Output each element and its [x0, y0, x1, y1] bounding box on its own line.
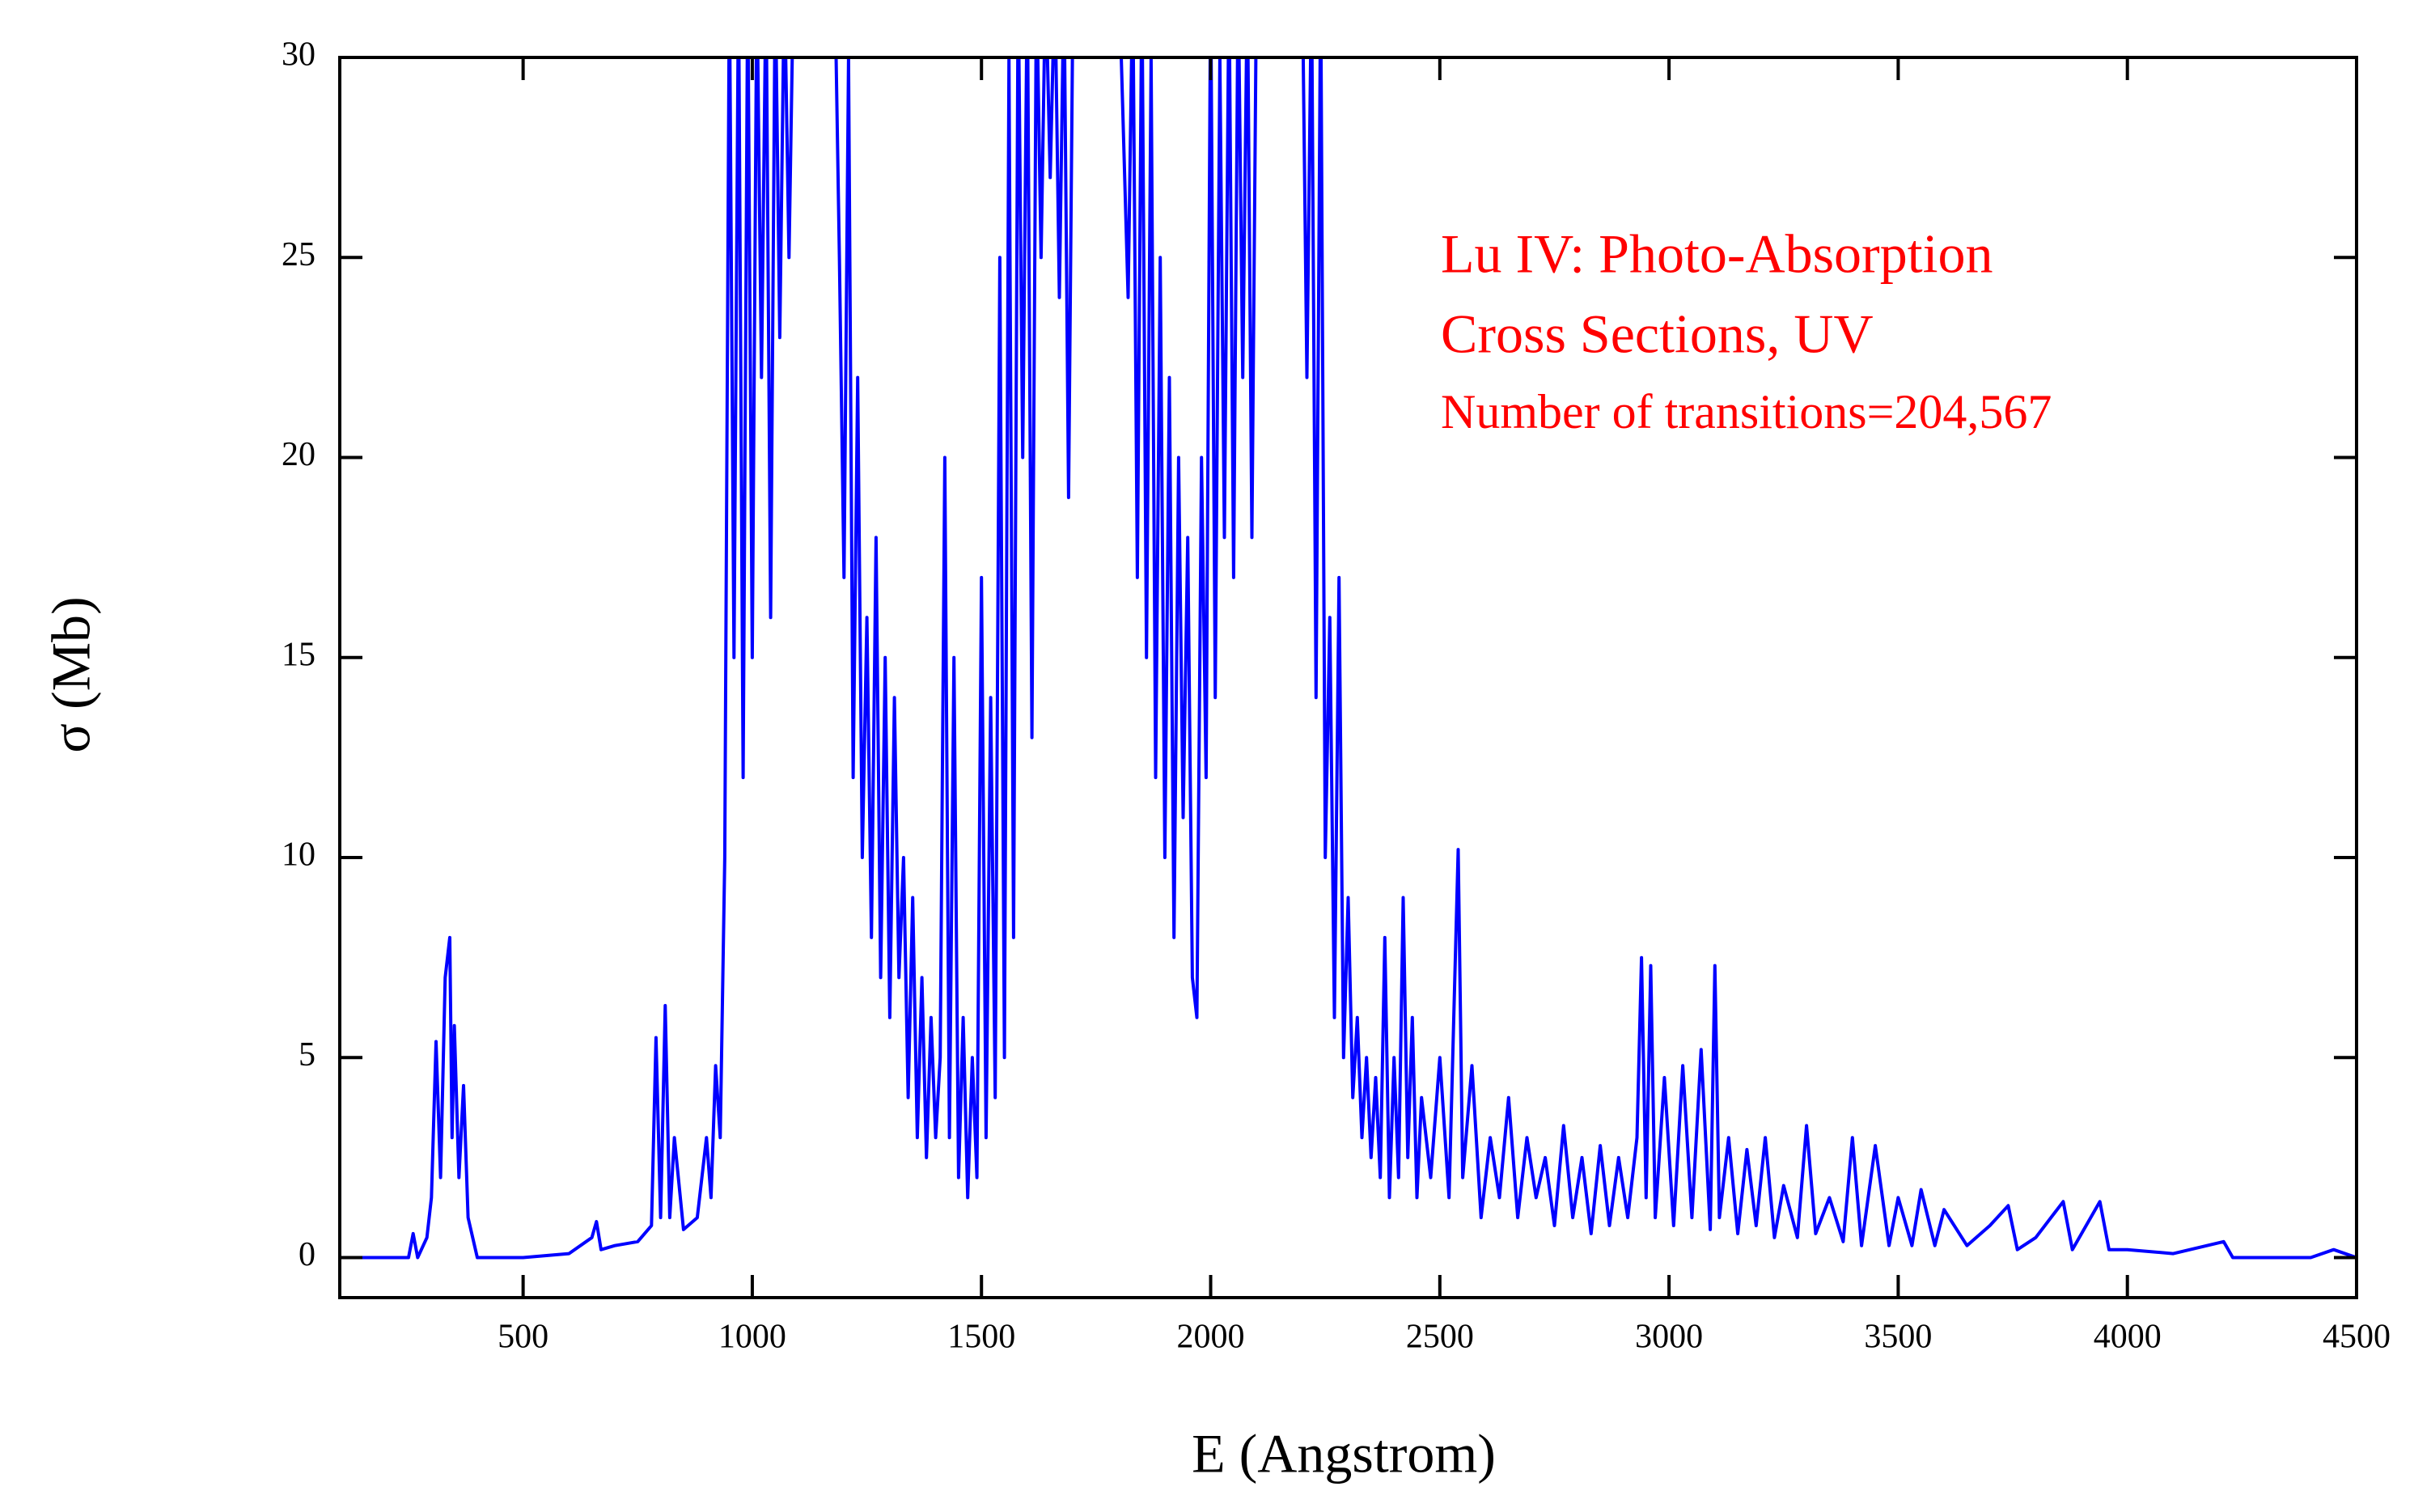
data-line: [340, 57, 2357, 1260]
x-tick-label: 2000: [1177, 1319, 1245, 1356]
x-axis-label: E (Angstrom): [1192, 1423, 1496, 1484]
x-tick-label: 1500: [947, 1319, 1015, 1356]
y-tick-label: 15: [282, 636, 316, 673]
y-tick-label: 0: [299, 1236, 316, 1273]
y-tick-label: 10: [282, 836, 316, 874]
annotation: Number of transitions=204,567: [1441, 385, 2052, 438]
plot-frame: [338, 56, 2358, 1299]
x-tick-label: 1000: [718, 1319, 786, 1356]
y-tick-label: 5: [299, 1036, 316, 1074]
y-axis-label: σ (Mb): [40, 596, 102, 752]
x-tick-label: 4000: [2094, 1319, 2162, 1356]
x-tick-label: 3000: [1635, 1319, 1703, 1356]
annotation: Cross Sections, UV: [1441, 303, 1874, 365]
x-tick-label: 2500: [1406, 1319, 1474, 1356]
x-tick-label: 4500: [2323, 1319, 2391, 1356]
y-tick-label: 25: [282, 236, 316, 273]
x-tick-label: 3500: [1864, 1319, 1932, 1356]
y-tick-label: 30: [282, 36, 316, 74]
annotation: Lu IV: Photo-Absorption: [1441, 223, 1993, 285]
x-tick-label: 500: [498, 1319, 548, 1356]
y-tick-label: 20: [282, 436, 316, 473]
